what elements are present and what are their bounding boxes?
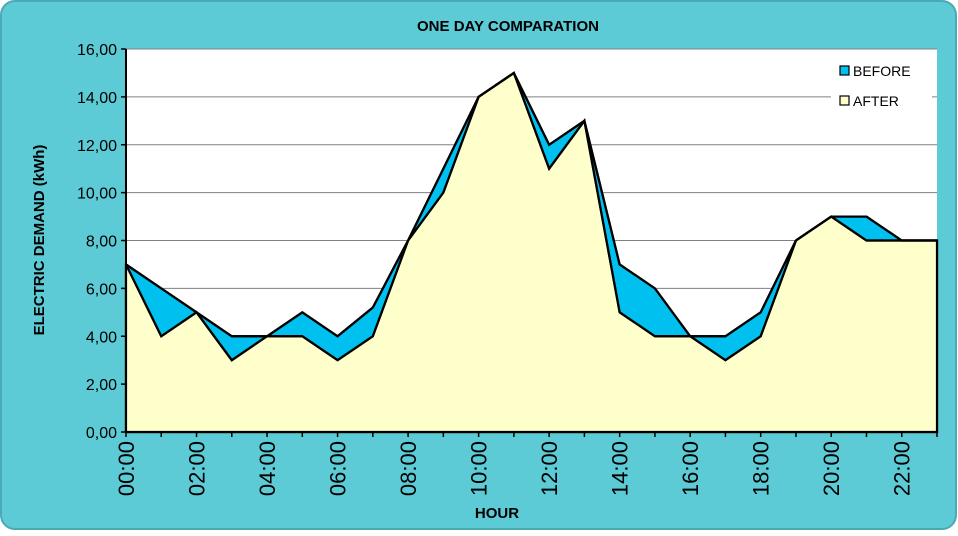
legend-swatch-before [839, 65, 850, 76]
x-tick-label: 02:00 [185, 441, 210, 496]
x-tick-label: 18:00 [749, 441, 774, 496]
y-tick-label: 2,00 [86, 377, 117, 394]
x-tick-label: 04:00 [255, 441, 280, 496]
x-tick-label: 16:00 [678, 441, 703, 496]
legend-label-after: AFTER [853, 93, 899, 109]
x-tick-label: 20:00 [819, 441, 844, 496]
x-tick-label: 10:00 [467, 441, 492, 496]
legend-swatch-after [839, 95, 850, 106]
x-tick-label: 14:00 [608, 441, 633, 496]
y-tick-label: 6,00 [86, 281, 117, 298]
x-tick-label: 06:00 [326, 441, 351, 496]
area-layer [124, 71, 939, 434]
legend-label-before: BEFORE [853, 63, 911, 79]
chart-title: ONE DAY COMPARATION [417, 18, 599, 35]
x-tick-label: 08:00 [396, 441, 421, 496]
y-tick-label: 0,00 [86, 425, 117, 442]
legend: BEFORE AFTER [831, 58, 932, 114]
x-tick-label: 12:00 [537, 441, 562, 496]
x-tick-label: 00:00 [114, 441, 139, 496]
axis-layer: 0,00 2,00 4,00 6,00 8,00 10,00 12,00 14,00 16,00… [77, 42, 938, 496]
x-tick-label: 22:00 [890, 441, 915, 496]
x-axis-label: HOUR [475, 505, 519, 522]
y-tick-label: 10,00 [77, 186, 117, 203]
series-line-after [125, 71, 937, 362]
y-tick-label: 12,00 [77, 138, 117, 155]
y-axis-label: ELECTRIC DEMAND (kWh) [31, 145, 48, 336]
y-tick-label: 14,00 [77, 90, 117, 107]
y-tick-label: 16,00 [77, 42, 117, 59]
y-tick-label: 8,00 [86, 234, 117, 251]
y-tick-label: 4,00 [86, 329, 117, 346]
